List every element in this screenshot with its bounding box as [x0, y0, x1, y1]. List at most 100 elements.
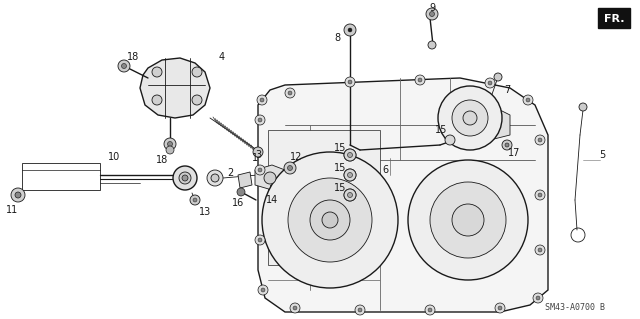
- Circle shape: [293, 306, 297, 310]
- Circle shape: [152, 95, 162, 105]
- Circle shape: [452, 100, 488, 136]
- Circle shape: [11, 188, 25, 202]
- Circle shape: [344, 169, 356, 181]
- Polygon shape: [458, 100, 510, 140]
- Circle shape: [408, 160, 528, 280]
- Circle shape: [258, 238, 262, 242]
- Circle shape: [310, 200, 350, 240]
- Circle shape: [538, 193, 542, 197]
- Circle shape: [237, 188, 245, 196]
- Circle shape: [579, 103, 587, 111]
- Text: 13: 13: [199, 207, 211, 217]
- Circle shape: [344, 169, 356, 181]
- Circle shape: [425, 305, 435, 315]
- Circle shape: [182, 175, 188, 181]
- Circle shape: [344, 149, 356, 161]
- Text: 2: 2: [227, 168, 233, 178]
- Circle shape: [463, 111, 477, 125]
- Text: SM43-A0700 B: SM43-A0700 B: [545, 303, 605, 313]
- Circle shape: [418, 78, 422, 82]
- Circle shape: [523, 95, 533, 105]
- Circle shape: [526, 98, 530, 102]
- Circle shape: [287, 166, 292, 170]
- Text: 15: 15: [334, 163, 346, 173]
- Circle shape: [285, 88, 295, 98]
- Circle shape: [348, 28, 352, 32]
- Circle shape: [429, 11, 435, 17]
- Circle shape: [260, 98, 264, 102]
- Circle shape: [348, 152, 353, 158]
- Circle shape: [253, 147, 263, 157]
- Circle shape: [348, 173, 353, 177]
- Circle shape: [348, 80, 352, 84]
- Circle shape: [211, 174, 219, 182]
- Circle shape: [426, 8, 438, 20]
- Circle shape: [505, 143, 509, 147]
- Polygon shape: [268, 130, 380, 265]
- Circle shape: [322, 212, 338, 228]
- Text: 16: 16: [232, 198, 244, 208]
- Circle shape: [535, 190, 545, 200]
- Circle shape: [485, 78, 495, 88]
- Circle shape: [428, 41, 436, 49]
- Text: 8: 8: [334, 33, 340, 43]
- Circle shape: [168, 142, 173, 146]
- Circle shape: [348, 192, 353, 197]
- Circle shape: [498, 306, 502, 310]
- Circle shape: [258, 285, 268, 295]
- Polygon shape: [600, 10, 628, 26]
- Text: 3: 3: [255, 150, 261, 160]
- Text: 14: 14: [266, 195, 278, 205]
- Circle shape: [258, 168, 262, 172]
- Text: 11: 11: [6, 205, 18, 215]
- Circle shape: [193, 198, 197, 202]
- Circle shape: [118, 60, 130, 72]
- Text: 1: 1: [252, 153, 258, 163]
- Polygon shape: [140, 58, 210, 118]
- Circle shape: [255, 115, 265, 125]
- Polygon shape: [270, 185, 282, 198]
- Circle shape: [495, 303, 505, 313]
- Circle shape: [15, 192, 21, 198]
- Circle shape: [173, 166, 197, 190]
- Circle shape: [152, 67, 162, 77]
- Text: 12: 12: [290, 152, 302, 162]
- Circle shape: [257, 95, 267, 105]
- Text: 4: 4: [219, 52, 225, 62]
- Polygon shape: [598, 8, 630, 28]
- Circle shape: [358, 308, 362, 312]
- Circle shape: [533, 293, 543, 303]
- Circle shape: [502, 140, 512, 150]
- Circle shape: [355, 305, 365, 315]
- Circle shape: [488, 81, 492, 85]
- Circle shape: [538, 248, 542, 252]
- Circle shape: [288, 91, 292, 95]
- Circle shape: [428, 308, 432, 312]
- Circle shape: [344, 149, 356, 161]
- Circle shape: [538, 138, 542, 142]
- Text: 5: 5: [599, 150, 605, 160]
- Circle shape: [255, 235, 265, 245]
- Text: 18: 18: [127, 52, 139, 62]
- Circle shape: [164, 138, 176, 150]
- Circle shape: [288, 178, 372, 262]
- Circle shape: [536, 296, 540, 300]
- Circle shape: [430, 182, 506, 258]
- Circle shape: [179, 172, 191, 184]
- Circle shape: [415, 75, 425, 85]
- Circle shape: [344, 189, 356, 201]
- Circle shape: [264, 172, 276, 184]
- Circle shape: [261, 288, 265, 292]
- Text: 18: 18: [156, 155, 168, 165]
- Circle shape: [535, 135, 545, 145]
- Circle shape: [345, 77, 355, 87]
- Circle shape: [290, 303, 300, 313]
- Text: 15: 15: [435, 125, 447, 135]
- Text: 15: 15: [334, 143, 346, 153]
- Text: FR.: FR.: [604, 14, 625, 24]
- Text: 10: 10: [108, 152, 120, 162]
- Circle shape: [258, 118, 262, 122]
- Text: 7: 7: [504, 85, 510, 95]
- Circle shape: [344, 189, 356, 201]
- Text: 17: 17: [508, 148, 520, 158]
